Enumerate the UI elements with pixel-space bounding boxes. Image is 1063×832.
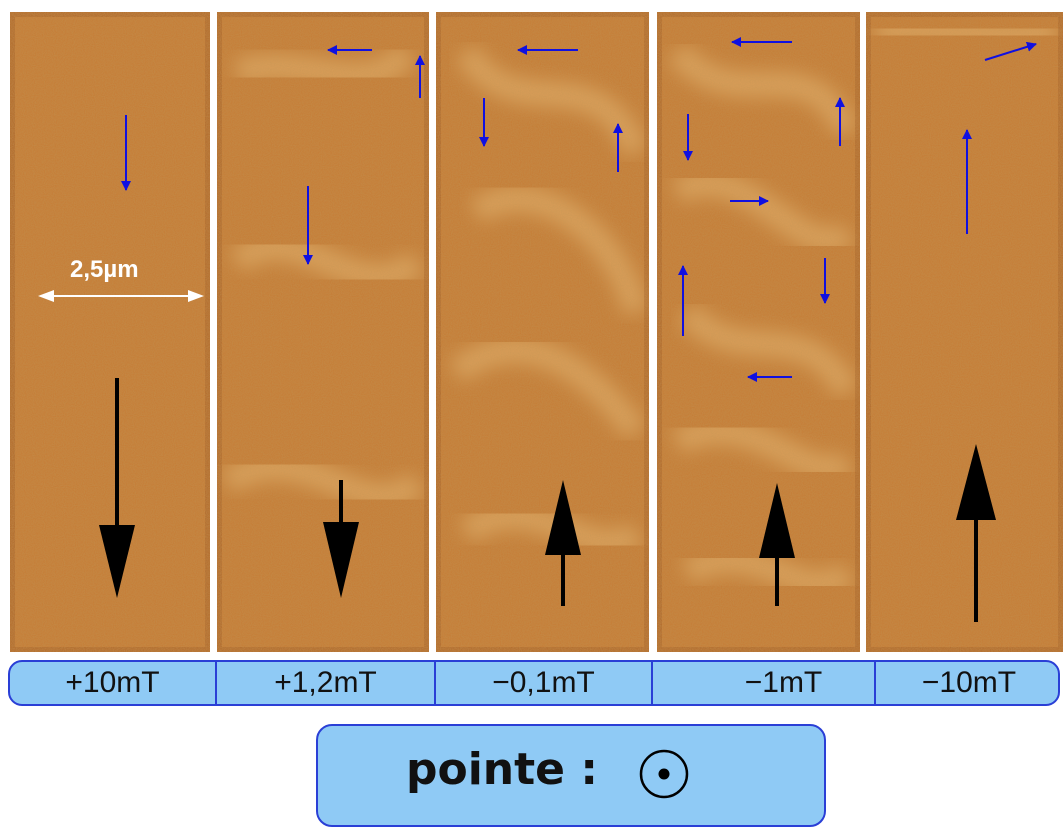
field-label-3: −0,1mT: [434, 662, 651, 704]
field-label-2: +1,2mT: [215, 662, 434, 704]
field-values-bar: +10mT +1,2mT −0,1mT −1mT −10mT: [8, 660, 1060, 706]
tip-label: pointe :: [406, 744, 598, 795]
field-label-5: −10mT: [874, 662, 1058, 704]
field-label-1: +10mT: [65, 666, 160, 699]
micrograph-panel-4: [657, 12, 860, 652]
micrograph-panel-5: [866, 12, 1063, 652]
out-of-plane-dot-icon: [639, 749, 689, 799]
micrograph-panel-1: [10, 12, 210, 652]
field-label-4: −1mT: [651, 662, 874, 704]
tip-legend-box: pointe :: [316, 724, 826, 827]
micrograph-panel-3: [436, 12, 649, 652]
micrograph-panel-2: [217, 12, 429, 652]
scale-bar-label: 2,5µm: [70, 256, 139, 283]
